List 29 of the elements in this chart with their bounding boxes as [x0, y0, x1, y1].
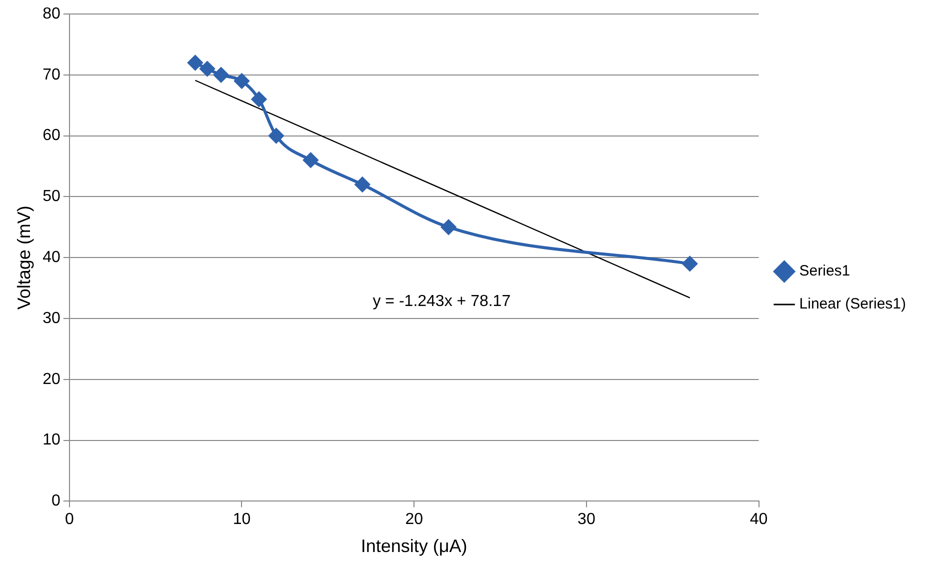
x-tick-label: 10 [232, 511, 251, 528]
point [214, 67, 229, 82]
y-tick-label: 70 [42, 66, 60, 84]
x-tick-label: 30 [578, 511, 596, 528]
x-tick-label: 20 [405, 511, 424, 528]
y-tick-label: 30 [42, 310, 60, 327]
point [200, 61, 215, 76]
legend-label: Series1 [799, 262, 850, 280]
y-tick-label: 10 [42, 432, 60, 449]
point [268, 128, 284, 144]
y-tick-label: 20 [42, 370, 60, 388]
point [354, 177, 370, 192]
x-tick-label: 0 [64, 511, 74, 528]
point [682, 256, 698, 272]
y-tick-label: 80 [42, 5, 60, 22]
y-axis-title: Voltage (mV) [14, 206, 34, 310]
x-axis-title: Intensity (μA) [360, 536, 468, 556]
point [188, 55, 203, 70]
y-tick-label: 50 [42, 188, 60, 206]
point [234, 73, 250, 88]
y-tick-label: 0 [51, 492, 60, 510]
point [251, 92, 266, 107]
y-tick-label: 60 [42, 127, 60, 144]
annotation: y = -1.243x + 78.17 [372, 292, 511, 310]
legend-label: Linear (Series1) [799, 296, 906, 313]
point [441, 220, 456, 235]
y-tick-label: 40 [42, 249, 60, 266]
x-tick-label: 40 [750, 511, 768, 528]
point [303, 152, 318, 168]
